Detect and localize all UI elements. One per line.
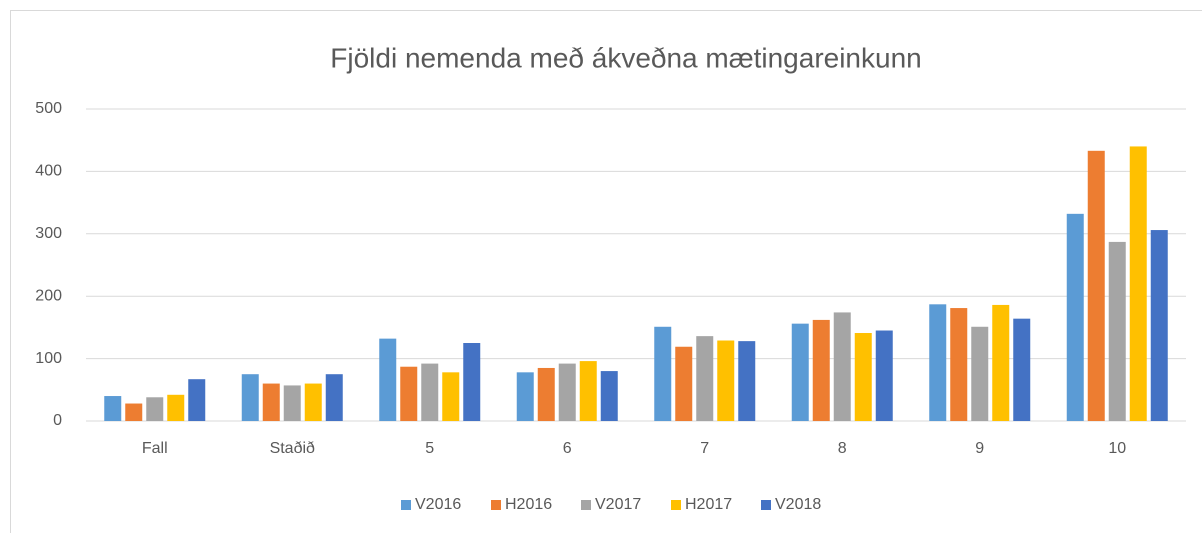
bar (305, 384, 322, 421)
legend-swatch (491, 500, 501, 510)
bar (717, 341, 734, 421)
bar (559, 364, 576, 421)
legend-label: V2017 (595, 496, 641, 513)
legend-swatch (401, 500, 411, 510)
bar (463, 343, 480, 421)
bar (929, 304, 946, 421)
bar (125, 404, 142, 421)
y-tick-label: 400 (35, 163, 62, 180)
bar (188, 379, 205, 421)
bar (284, 385, 301, 421)
x-tick-label: 9 (975, 440, 984, 457)
bar (104, 396, 121, 421)
bar (146, 397, 163, 421)
bar (971, 327, 988, 421)
chart-frame (11, 11, 1202, 534)
bar (738, 341, 755, 421)
bar (992, 305, 1009, 421)
bar (326, 374, 343, 421)
bar (834, 312, 851, 421)
bar (813, 320, 830, 421)
bar (400, 367, 417, 421)
legend-label: H2016 (505, 496, 552, 513)
bar (379, 339, 396, 421)
x-tick-label: 6 (563, 440, 572, 457)
x-tick-label: 7 (700, 440, 709, 457)
bar (1151, 230, 1168, 421)
bar (263, 384, 280, 421)
legend-label: V2018 (775, 496, 821, 513)
bar (1130, 146, 1147, 421)
bar (1109, 242, 1126, 421)
bar (421, 364, 438, 421)
legend-swatch (761, 500, 771, 510)
bar (855, 333, 872, 421)
bar (442, 372, 459, 421)
y-tick-label: 500 (35, 100, 62, 117)
y-tick-label: 0 (53, 412, 62, 429)
x-tick-label: 5 (425, 440, 434, 457)
bar (1013, 319, 1030, 421)
bar (696, 336, 713, 421)
bar (792, 324, 809, 421)
bar (876, 331, 893, 421)
legend-label: H2017 (685, 496, 732, 513)
bar (580, 361, 597, 421)
x-tick-label: 8 (838, 440, 847, 457)
bar (950, 308, 967, 421)
bar (1067, 214, 1084, 421)
y-tick-label: 200 (35, 287, 62, 304)
bar (1088, 151, 1105, 421)
legend-swatch (581, 500, 591, 510)
bar (675, 347, 692, 421)
y-tick-label: 100 (35, 350, 62, 367)
x-tick-label: Staðið (270, 440, 315, 457)
bar (654, 327, 671, 421)
bar (517, 372, 534, 421)
bar (538, 368, 555, 421)
chart-title: Fjöldi nemenda með ákveðna mætingareinku… (330, 42, 921, 73)
legend-swatch (671, 500, 681, 510)
bar (167, 395, 184, 421)
bar (242, 374, 259, 421)
y-tick-label: 300 (35, 225, 62, 242)
bar (601, 371, 618, 421)
legend-label: V2016 (415, 496, 461, 513)
x-tick-label: 10 (1108, 440, 1126, 457)
x-tick-label: Fall (142, 440, 168, 457)
